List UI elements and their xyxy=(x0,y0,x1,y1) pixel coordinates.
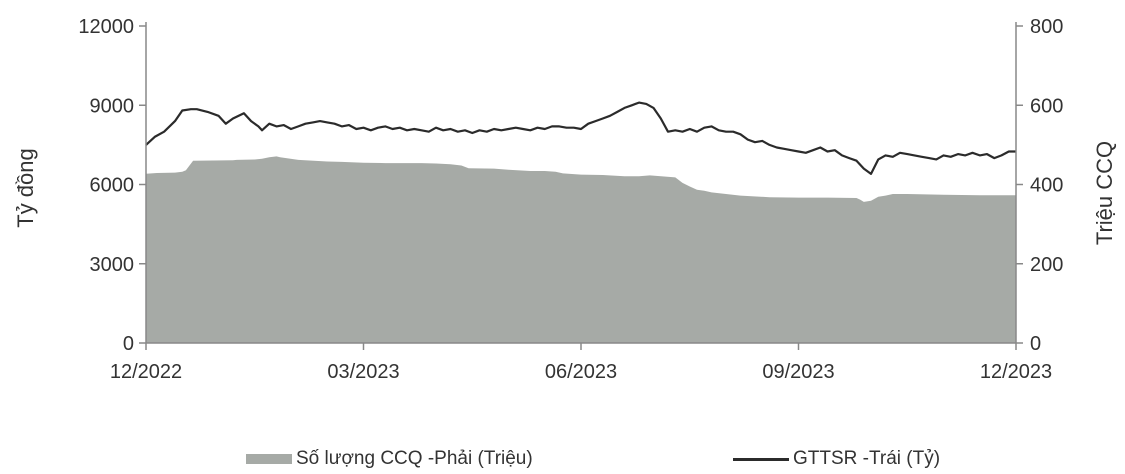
series-line-gttsr xyxy=(145,101,1016,175)
legend-item-area: Số lượng CCQ -Phải (Triệu) xyxy=(246,448,533,470)
left-tick-label: 3000 xyxy=(90,254,135,276)
legend-item-line: GTTSR -Trái (Tỷ) xyxy=(733,448,940,470)
left-tick-label: 12000 xyxy=(78,16,134,38)
chart: 0 3000 6000 9000 12000 0 200 400 600 800 12/2022 03… xyxy=(13,16,1117,383)
x-tick-label: 12/2023 xyxy=(980,361,1052,383)
right-tick-label: 800 xyxy=(1030,16,1063,38)
x-tick-label: 12/2022 xyxy=(110,361,182,383)
right-tick-label: 600 xyxy=(1030,95,1063,117)
legend-label-area: Số lượng CCQ -Phải (Triệu) xyxy=(296,448,533,469)
left-tick-label: 9000 xyxy=(90,95,135,117)
x-tick-label: 06/2023 xyxy=(545,361,617,383)
right-tick-label: 200 xyxy=(1030,254,1063,276)
left-tick-label: 0 xyxy=(123,333,134,355)
left-axis-title: Tỷ đồng xyxy=(13,148,38,228)
legend: Số lượng CCQ -Phải (Triệu) GTTSR -Trái (… xyxy=(0,448,1125,474)
axes: 0 3000 6000 9000 12000 0 200 400 600 800 12/2022 03… xyxy=(78,16,1063,383)
x-tick-label: 03/2023 xyxy=(327,361,399,383)
left-tick-label: 6000 xyxy=(90,175,135,197)
legend-label-line: GTTSR -Trái (Tỷ) xyxy=(793,448,941,469)
legend-swatch-line xyxy=(733,457,789,461)
series-area-ccq xyxy=(146,156,1016,343)
right-tick-label: 400 xyxy=(1030,175,1063,197)
x-tick-label: 09/2023 xyxy=(762,361,834,383)
right-tick-label: 0 xyxy=(1030,333,1041,355)
right-axis-title: Triệu CCQ xyxy=(1092,141,1117,245)
legend-swatch-area xyxy=(246,454,292,464)
plot-area xyxy=(145,101,1016,343)
